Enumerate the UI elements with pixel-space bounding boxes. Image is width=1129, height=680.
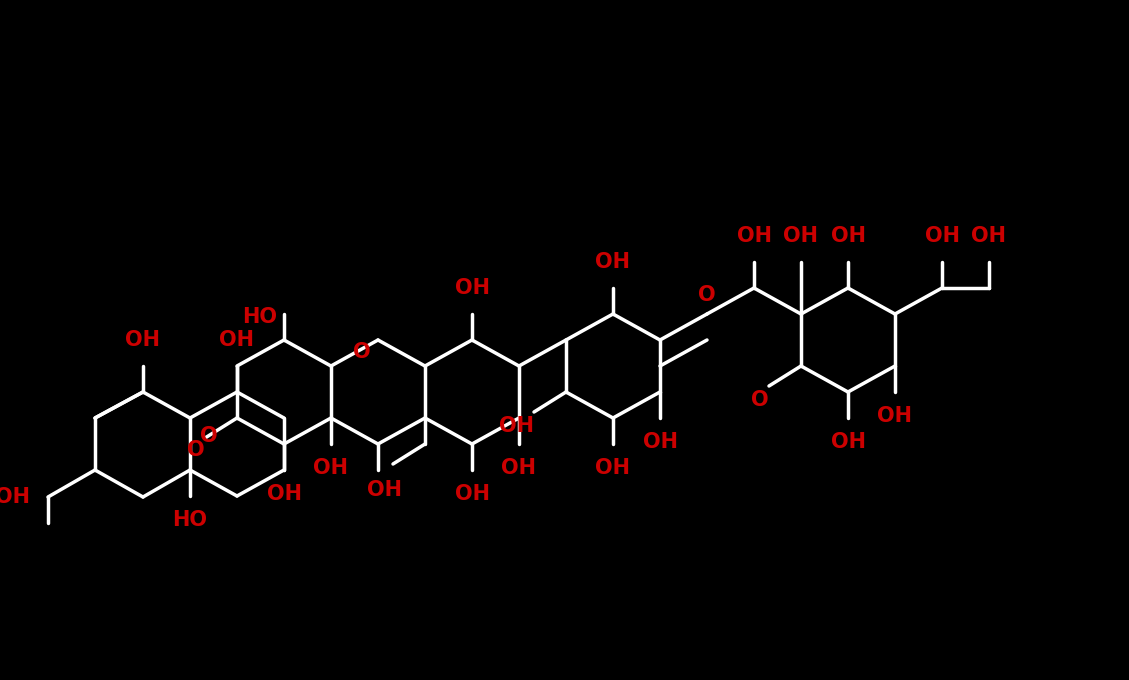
Text: OH: OH xyxy=(831,226,866,246)
Text: OH: OH xyxy=(455,484,490,504)
Text: HO: HO xyxy=(242,307,277,327)
Text: OH: OH xyxy=(925,226,960,246)
Text: OH: OH xyxy=(455,278,490,298)
Text: OH: OH xyxy=(831,432,866,452)
Text: OH: OH xyxy=(736,226,771,246)
Text: OH: OH xyxy=(501,458,536,478)
Text: OH: OH xyxy=(784,226,819,246)
Text: O: O xyxy=(200,426,218,446)
Text: OH: OH xyxy=(0,487,30,507)
Text: OH: OH xyxy=(971,226,1006,246)
Text: OH: OH xyxy=(219,330,254,350)
Text: OH: OH xyxy=(314,458,349,478)
Text: HO: HO xyxy=(173,510,208,530)
Text: OH: OH xyxy=(642,432,677,452)
Text: OH: OH xyxy=(877,406,912,426)
Text: OH: OH xyxy=(499,416,534,436)
Text: OH: OH xyxy=(368,480,403,500)
Text: OH: OH xyxy=(595,252,630,272)
Text: OH: OH xyxy=(595,458,630,478)
Text: O: O xyxy=(698,285,716,305)
Text: OH: OH xyxy=(266,484,301,504)
Text: O: O xyxy=(187,440,205,460)
Text: O: O xyxy=(353,342,371,362)
Text: OH: OH xyxy=(125,330,160,350)
Text: O: O xyxy=(752,390,769,410)
